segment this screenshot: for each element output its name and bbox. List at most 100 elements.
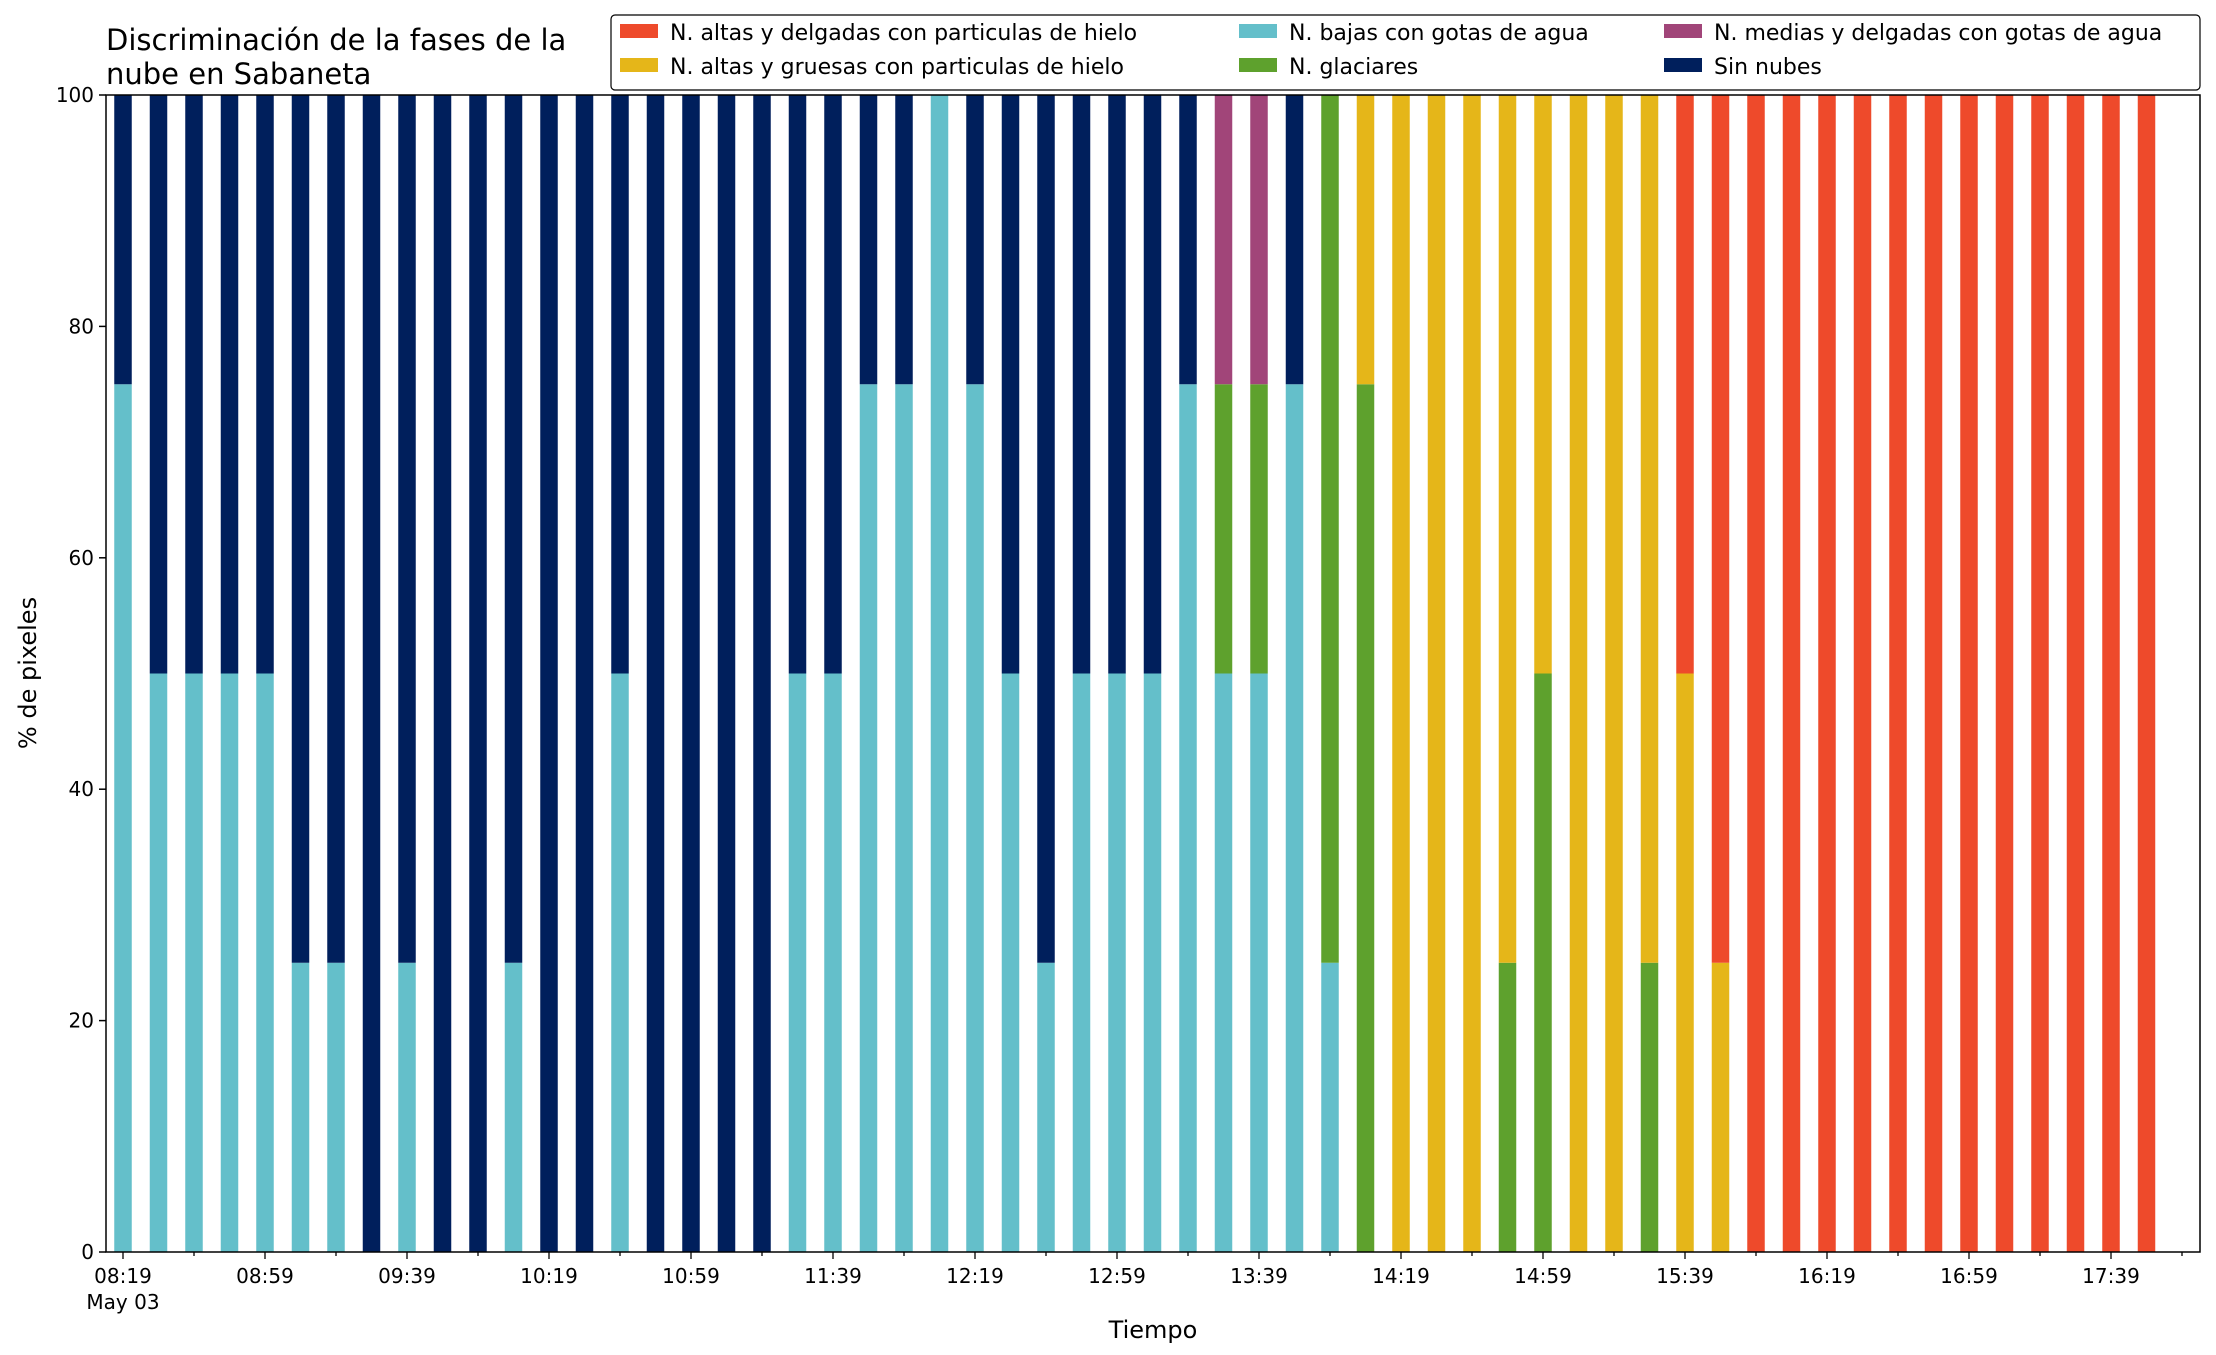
bar-n-bajas-con-gotas-de-agua-20 (824, 673, 842, 1252)
bar-n-bajas-con-gotas-de-agua-0 (114, 384, 132, 1252)
x-axis-label: Tiempo (1108, 1316, 1198, 1344)
bar-n-altas-y-delgadas-con-particulas-de-hielo-51 (1924, 95, 1943, 1252)
bar-sin-nubes-1 (149, 95, 168, 674)
bar-n-bajas-con-gotas-de-agua-30 (1179, 384, 1197, 1252)
bar-sin-nubes-13 (575, 95, 594, 1252)
bar-n-altas-y-gruesas-con-particulas-de-hielo-40 (1534, 95, 1552, 674)
bar-n-altas-y-delgadas-con-particulas-de-hielo-55 (2066, 95, 2085, 1252)
y-tick-label-80: 80 (69, 314, 94, 338)
legend-swatch-n-glaciares (1239, 58, 1277, 72)
legend: N. altas y delgadas con particulas de hi… (610, 14, 2201, 91)
bar-sin-nubes-10 (469, 95, 487, 1252)
bar-n-medias-y-delgadas-con-gotas-de-agua-31 (1214, 95, 1233, 385)
x-tick-label-14: 17:39 (2082, 1264, 2140, 1288)
bar-n-bajas-con-gotas-de-agua-33 (1285, 384, 1304, 1252)
bar-n-bajas-con-gotas-de-agua-3 (220, 673, 239, 1252)
bar-n-medias-y-delgadas-con-gotas-de-agua-32 (1250, 95, 1268, 385)
chart-title-line-1: Discriminación de la fases de la (106, 23, 566, 57)
bar-n-altas-y-delgadas-con-particulas-de-hielo-45 (1711, 95, 1730, 963)
bar-n-altas-y-delgadas-con-particulas-de-hielo-48 (1818, 95, 1836, 1252)
legend-swatch-n-altas-y-gruesas-con-particulas-de-hielo (620, 58, 658, 72)
x-tick-label-1: 08:59 (236, 1264, 294, 1288)
bar-n-altas-y-delgadas-con-particulas-de-hielo-44 (1676, 95, 1694, 674)
bar-sin-nubes-19 (788, 95, 807, 674)
bar-sin-nubes-12 (540, 95, 558, 1252)
x-tick-label-3: 10:19 (520, 1264, 578, 1288)
bar-sin-nubes-15 (646, 95, 665, 1252)
bar-n-altas-y-delgadas-con-particulas-de-hielo-49 (1853, 95, 1872, 1252)
bar-sin-nubes-20 (824, 95, 842, 674)
bar-n-altas-y-gruesas-con-particulas-de-hielo-39 (1498, 95, 1517, 963)
legend-label-n-altas-y-gruesas-con-particulas-de-hielo: N. altas y gruesas con particulas de hie… (670, 55, 1124, 80)
bar-n-bajas-con-gotas-de-agua-28 (1108, 673, 1126, 1252)
bar-n-glaciares-39 (1498, 962, 1517, 1252)
bar-n-altas-y-delgadas-con-particulas-de-hielo-52 (1960, 95, 1978, 1252)
bar-sin-nubes-7 (362, 95, 381, 1252)
bar-n-altas-y-delgadas-con-particulas-de-hielo-50 (1889, 95, 1907, 1252)
bar-sin-nubes-18 (753, 95, 771, 1252)
bar-sin-nubes-3 (220, 95, 239, 674)
x-tick-label-6: 12:19 (946, 1264, 1004, 1288)
x-tick-label-4: 10:59 (662, 1264, 720, 1288)
bar-sin-nubes-16 (682, 95, 700, 1252)
bar-n-glaciares-43 (1640, 962, 1659, 1252)
bar-n-bajas-con-gotas-de-agua-2 (185, 673, 203, 1252)
bar-sin-nubes-33 (1285, 95, 1304, 385)
bar-sin-nubes-28 (1108, 95, 1126, 674)
x-tick-label-10: 14:59 (1514, 1264, 1572, 1288)
bar-n-altas-y-delgadas-con-particulas-de-hielo-46 (1747, 95, 1765, 1252)
bar-n-bajas-con-gotas-de-agua-32 (1250, 673, 1268, 1252)
y-axis: 0 20 40 60 80 100 (56, 83, 106, 1264)
y-tick-label-60: 60 (69, 546, 94, 570)
legend-box (610, 14, 2201, 91)
bar-sin-nubes-11 (504, 95, 523, 963)
bar-sin-nubes-27 (1072, 95, 1091, 674)
legend-label-n-glaciares: N. glaciares (1289, 55, 1418, 80)
bar-n-bajas-con-gotas-de-agua-11 (504, 962, 523, 1252)
legend-label-n-altas-y-delgadas-con-particulas-de-hielo: N. altas y delgadas con particulas de hi… (670, 21, 1137, 46)
legend-swatch-n-bajas-con-gotas-de-agua (1239, 24, 1277, 38)
y-tick-label-100: 100 (56, 83, 94, 107)
legend-label-n-medias-y-delgadas-con-gotas-de-agua: N. medias y delgadas con gotas de agua (1714, 21, 2162, 46)
bar-sin-nubes-30 (1179, 95, 1197, 385)
bar-sin-nubes-24 (966, 95, 984, 385)
y-tick-label-40: 40 (69, 777, 94, 801)
bar-sin-nubes-5 (291, 95, 310, 963)
x-tick-label-12: 16:19 (1798, 1264, 1856, 1288)
bar-n-bajas-con-gotas-de-agua-14 (611, 673, 629, 1252)
legend-label-n-bajas-con-gotas-de-agua: N. bajas con gotas de agua (1289, 21, 1589, 46)
bar-n-altas-y-delgadas-con-particulas-de-hielo-56 (2102, 95, 2120, 1252)
bar-n-altas-y-gruesas-con-particulas-de-hielo-38 (1463, 95, 1481, 1252)
bar-n-bajas-con-gotas-de-agua-22 (895, 384, 913, 1252)
bar-sin-nubes-14 (611, 95, 629, 674)
x-tick-label-2: 09:39 (378, 1264, 436, 1288)
bar-sin-nubes-17 (717, 95, 736, 1252)
bar-sin-nubes-29 (1143, 95, 1162, 674)
bar-n-glaciares-31 (1214, 384, 1233, 674)
bar-n-bajas-con-gotas-de-agua-5 (291, 962, 310, 1252)
bar-sin-nubes-26 (1037, 95, 1055, 963)
x-tick-label-13: 16:59 (1940, 1264, 1998, 1288)
bar-n-altas-y-gruesas-con-particulas-de-hielo-35 (1356, 95, 1375, 385)
bar-n-bajas-con-gotas-de-agua-34 (1321, 962, 1339, 1252)
bar-n-altas-y-delgadas-con-particulas-de-hielo-53 (1995, 95, 2014, 1252)
bar-n-glaciares-34 (1321, 95, 1339, 963)
plot-frame (105, 94, 2201, 1253)
legend-swatch-n-medias-y-delgadas-con-gotas-de-agua (1664, 24, 1702, 38)
bar-n-altas-y-gruesas-con-particulas-de-hielo-37 (1427, 95, 1446, 1252)
bar-n-bajas-con-gotas-de-agua-19 (788, 673, 807, 1252)
bar-sin-nubes-8 (398, 95, 416, 963)
x-tick-label-7: 12:59 (1088, 1264, 1146, 1288)
bar-sin-nubes-4 (256, 95, 274, 674)
bar-n-altas-y-gruesas-con-particulas-de-hielo-36 (1392, 95, 1410, 1252)
bar-n-glaciares-32 (1250, 384, 1268, 674)
bars-layer (114, 95, 2156, 1252)
bar-n-altas-y-delgadas-con-particulas-de-hielo-57 (2137, 95, 2156, 1252)
bar-sin-nubes-6 (327, 95, 345, 963)
chart-title-line-2: nube en Sabaneta (106, 57, 371, 91)
bar-n-bajas-con-gotas-de-agua-24 (966, 384, 984, 1252)
bar-n-bajas-con-gotas-de-agua-4 (256, 673, 274, 1252)
bar-sin-nubes-25 (1001, 95, 1020, 674)
x-tick-label-5: 11:39 (804, 1264, 862, 1288)
